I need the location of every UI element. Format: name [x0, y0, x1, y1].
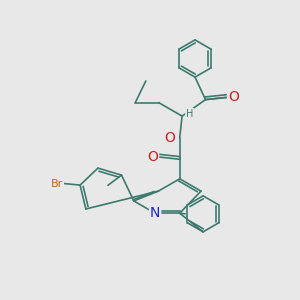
Text: O: O [165, 131, 176, 145]
Text: O: O [147, 150, 158, 164]
Text: H: H [186, 109, 193, 119]
Text: N: N [150, 206, 160, 220]
Text: Br: Br [51, 178, 63, 189]
Text: O: O [228, 90, 239, 104]
